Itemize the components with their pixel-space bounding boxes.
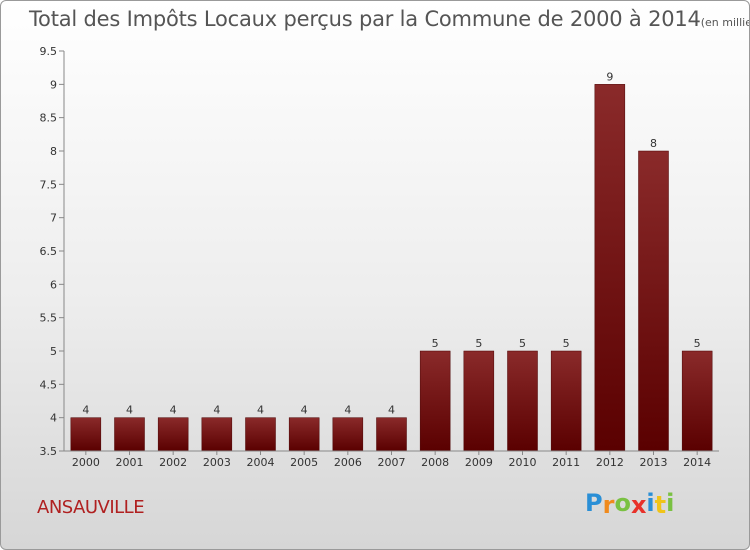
y-tick-label: 6 (50, 278, 57, 291)
logo-letter: x (631, 491, 646, 519)
bar (551, 351, 581, 451)
data-label: 4 (257, 404, 264, 417)
x-tick-label: 2012 (596, 456, 624, 469)
data-label: 5 (475, 337, 482, 350)
x-tick-label: 2003 (203, 456, 231, 469)
y-tick-label: 5 (50, 345, 57, 358)
bar (464, 351, 494, 451)
y-tick-label: 7.5 (40, 178, 58, 191)
logo-letter: o (614, 489, 631, 517)
x-tick-label: 2009 (465, 456, 493, 469)
commune-name: ANSAUVILLE (37, 497, 144, 518)
bar (289, 418, 319, 451)
y-tick-label: 6.5 (40, 245, 58, 258)
logo-letter: r (603, 491, 615, 519)
logo-letter: i (666, 489, 674, 517)
y-axis: 3.5 4 4.5 5 5.5 6 6.5 7 7.5 8 8.5 9 9.5 (40, 45, 65, 458)
bar (682, 351, 712, 451)
bar (333, 418, 363, 451)
x-tick-label: 2004 (247, 456, 275, 469)
y-tick-label: 4 (50, 412, 57, 425)
data-label: 4 (170, 404, 177, 417)
bar (158, 418, 188, 451)
bar (71, 418, 101, 451)
x-tick-label: 2007 (378, 456, 406, 469)
y-tick-label: 5.5 (40, 312, 58, 325)
x-axis: 2000 2001 2002 2003 2004 2005 2006 2007 2008 2009… (64, 451, 719, 469)
proxiti-logo: Proxiti (585, 489, 674, 517)
y-tick-label: 9 (50, 78, 57, 91)
data-label: 5 (519, 337, 526, 350)
bar (420, 351, 450, 451)
x-tick-label: 2001 (116, 456, 144, 469)
x-tick-label: 2002 (159, 456, 187, 469)
data-label: 9 (606, 70, 613, 83)
bar (115, 418, 145, 451)
data-label: 8 (650, 137, 657, 150)
x-tick-label: 2008 (421, 456, 449, 469)
data-label: 4 (126, 404, 133, 417)
bar (246, 418, 276, 451)
x-tick-label: 2005 (290, 456, 318, 469)
logo-letter: i (646, 489, 654, 517)
y-tick-label: 7 (50, 212, 57, 225)
y-tick-label: 9.5 (40, 45, 58, 58)
data-label: 4 (301, 404, 308, 417)
x-tick-label: 2013 (640, 456, 668, 469)
data-label: 4 (213, 404, 220, 417)
data-label: 5 (432, 337, 439, 350)
y-tick-label: 8.5 (40, 112, 58, 125)
x-tick-label: 2000 (72, 456, 100, 469)
bar (202, 418, 232, 451)
x-tick-label: 2014 (683, 456, 711, 469)
logo-letter: P (585, 489, 603, 517)
logo-letter: t (655, 491, 666, 519)
x-tick-label: 2006 (334, 456, 362, 469)
x-tick-label: 2011 (552, 456, 580, 469)
data-label: 5 (694, 337, 701, 350)
bar (595, 84, 625, 451)
data-label: 5 (563, 337, 570, 350)
data-label: 4 (388, 404, 395, 417)
bar (639, 151, 669, 451)
data-label: 4 (82, 404, 89, 417)
y-tick-label: 4.5 (40, 378, 58, 391)
y-tick-label: 3.5 (40, 445, 58, 458)
x-tick-label: 2010 (509, 456, 537, 469)
data-label: 4 (344, 404, 351, 417)
y-tick-label: 8 (50, 145, 57, 158)
bar (508, 351, 538, 451)
bars: 4 4 4 4 4 4 4 4 5 5 5 5 9 8 5 (71, 70, 712, 451)
bar (377, 418, 407, 451)
